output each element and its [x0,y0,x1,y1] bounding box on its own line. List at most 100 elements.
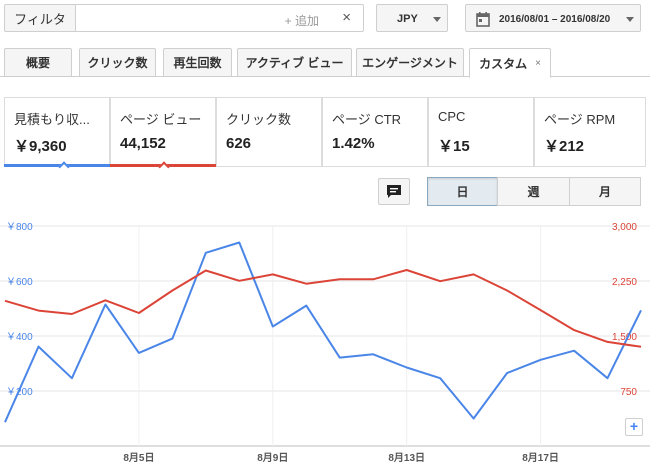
metric-label: クリック数 [226,112,292,127]
series-point [238,279,241,282]
close-icon[interactable]: × [342,9,351,26]
series-point [137,312,140,315]
series-point [405,269,408,272]
chevron-down-icon [433,17,441,22]
series-point [171,289,174,292]
metric-label: ページ RPM [544,112,616,127]
series-point [439,377,442,380]
series-point [70,313,73,316]
series-point [271,325,274,328]
metric-card-page-rpm[interactable]: ページ RPM ￥212 [534,97,646,167]
filter-label: フィルタ [14,11,66,27]
currency-value: JPY [397,13,418,25]
y-left-tick-label: ￥600 [6,277,33,288]
series-point [338,278,341,281]
close-icon[interactable]: × [535,57,541,69]
plus-icon[interactable]: + [625,418,643,436]
tab-views[interactable]: 再生回数 [163,48,232,77]
performance-chart: ￥800 ￥600 ￥400 ￥200 3,000 2,250 1,500 750 8月5日 8月… [0,222,650,464]
metric-value: 44,152 [120,135,166,152]
series-point [204,269,207,272]
series-point [37,345,40,348]
y-right-tick-label: 750 [620,387,637,398]
series-point [104,299,107,302]
currency-select[interactable]: JPY [376,4,448,32]
y-left-tick-label: ￥200 [6,387,33,398]
series-point [439,280,442,283]
date-range-select[interactable]: 2016/08/01 – 2016/08/20 [465,4,641,32]
series-point [472,273,475,276]
period-label: 週 [527,185,540,199]
series-point [506,372,509,375]
series-point [405,366,408,369]
metric-value: 1.42% [332,135,375,152]
x-tick-label: 8月17日 [522,452,559,464]
tab-overview[interactable]: 概要 [4,48,72,77]
series-point [606,340,609,343]
series-point [472,417,475,420]
filter-button[interactable]: フィルタ [4,4,76,32]
metric-value: 626 [226,135,252,152]
calendar-icon [476,12,490,27]
tab-label: クリック数 [87,56,148,70]
series-point [4,421,7,424]
y-right-tick-label: 3,000 [612,222,637,233]
metric-label: ページ CTR [332,112,402,127]
series-point [305,304,308,307]
series-point [305,282,308,285]
tab-engagement[interactable]: エンゲージメント [356,48,464,77]
series-point [238,241,241,244]
series-point [137,351,140,354]
series-point [372,278,375,281]
tab-custom[interactable]: カスタム × [469,48,551,78]
metric-label: 見積もり収... [14,112,90,127]
series-point [271,273,274,276]
period-label: 月 [598,185,611,199]
metric-value: ￥212 [544,138,585,155]
annotation-button[interactable] [378,178,410,205]
y-left-tick-label: ￥400 [6,332,33,343]
series-point [104,303,107,306]
metric-card-clicks[interactable]: クリック数 626 [216,97,322,167]
series-point [372,353,375,356]
series-point [640,345,643,348]
date-range-value: 2016/08/01 – 2016/08/20 [499,14,611,25]
metric-cards: 見積もり収... ￥9,360 ページ ビュー 44,152 クリック数 626… [0,97,650,173]
metric-card-page-ctr[interactable]: ページ CTR 1.42% [322,97,428,167]
metric-value: ￥9,360 [14,138,67,155]
x-tick-label: 8月9日 [257,452,288,464]
metric-card-page-views[interactable]: ページ ビュー 44,152 [110,97,216,173]
period-week-button[interactable]: 週 [497,177,570,206]
comment-icon [387,185,401,198]
x-tick-label: 8月5日 [123,452,154,464]
series-point [338,356,341,359]
period-day-button[interactable]: 日 [427,177,498,206]
metric-value: ￥15 [438,138,470,155]
chevron-down-icon [626,17,634,22]
metric-card-estimated-earnings[interactable]: 見積もり収... ￥9,360 [4,97,110,173]
tab-active-view[interactable]: アクティブ ビュー [237,48,352,77]
metric-label: CPC [438,109,466,124]
y-left-tick-label: ￥800 [6,222,33,233]
tab-label: 概要 [25,56,50,70]
tab-clicks[interactable]: クリック数 [79,48,156,77]
tab-label: カスタム [479,56,528,71]
series-line [4,269,642,348]
tab-label: 再生回数 [173,56,222,70]
report-tabs: 概要 クリック数 再生回数 アクティブ ビュー エンゲージメント カスタム × [0,48,650,78]
period-month-button[interactable]: 月 [569,177,641,206]
series-point [37,309,40,312]
series-line [4,241,642,423]
series-point [539,309,542,312]
tab-label: アクティブ ビュー [245,56,344,70]
series-point [539,358,542,361]
metric-label: ページ ビュー [120,112,202,127]
metric-card-cpc[interactable]: CPC ￥15 [428,97,534,167]
filter-input[interactable]: + 追加 × [75,4,364,32]
metric-color-bar [4,164,110,167]
series-point [70,377,73,380]
series-point [573,349,576,352]
period-label: 日 [456,185,469,199]
series-point [506,289,509,292]
y-right-tick-label: 2,250 [612,277,637,288]
